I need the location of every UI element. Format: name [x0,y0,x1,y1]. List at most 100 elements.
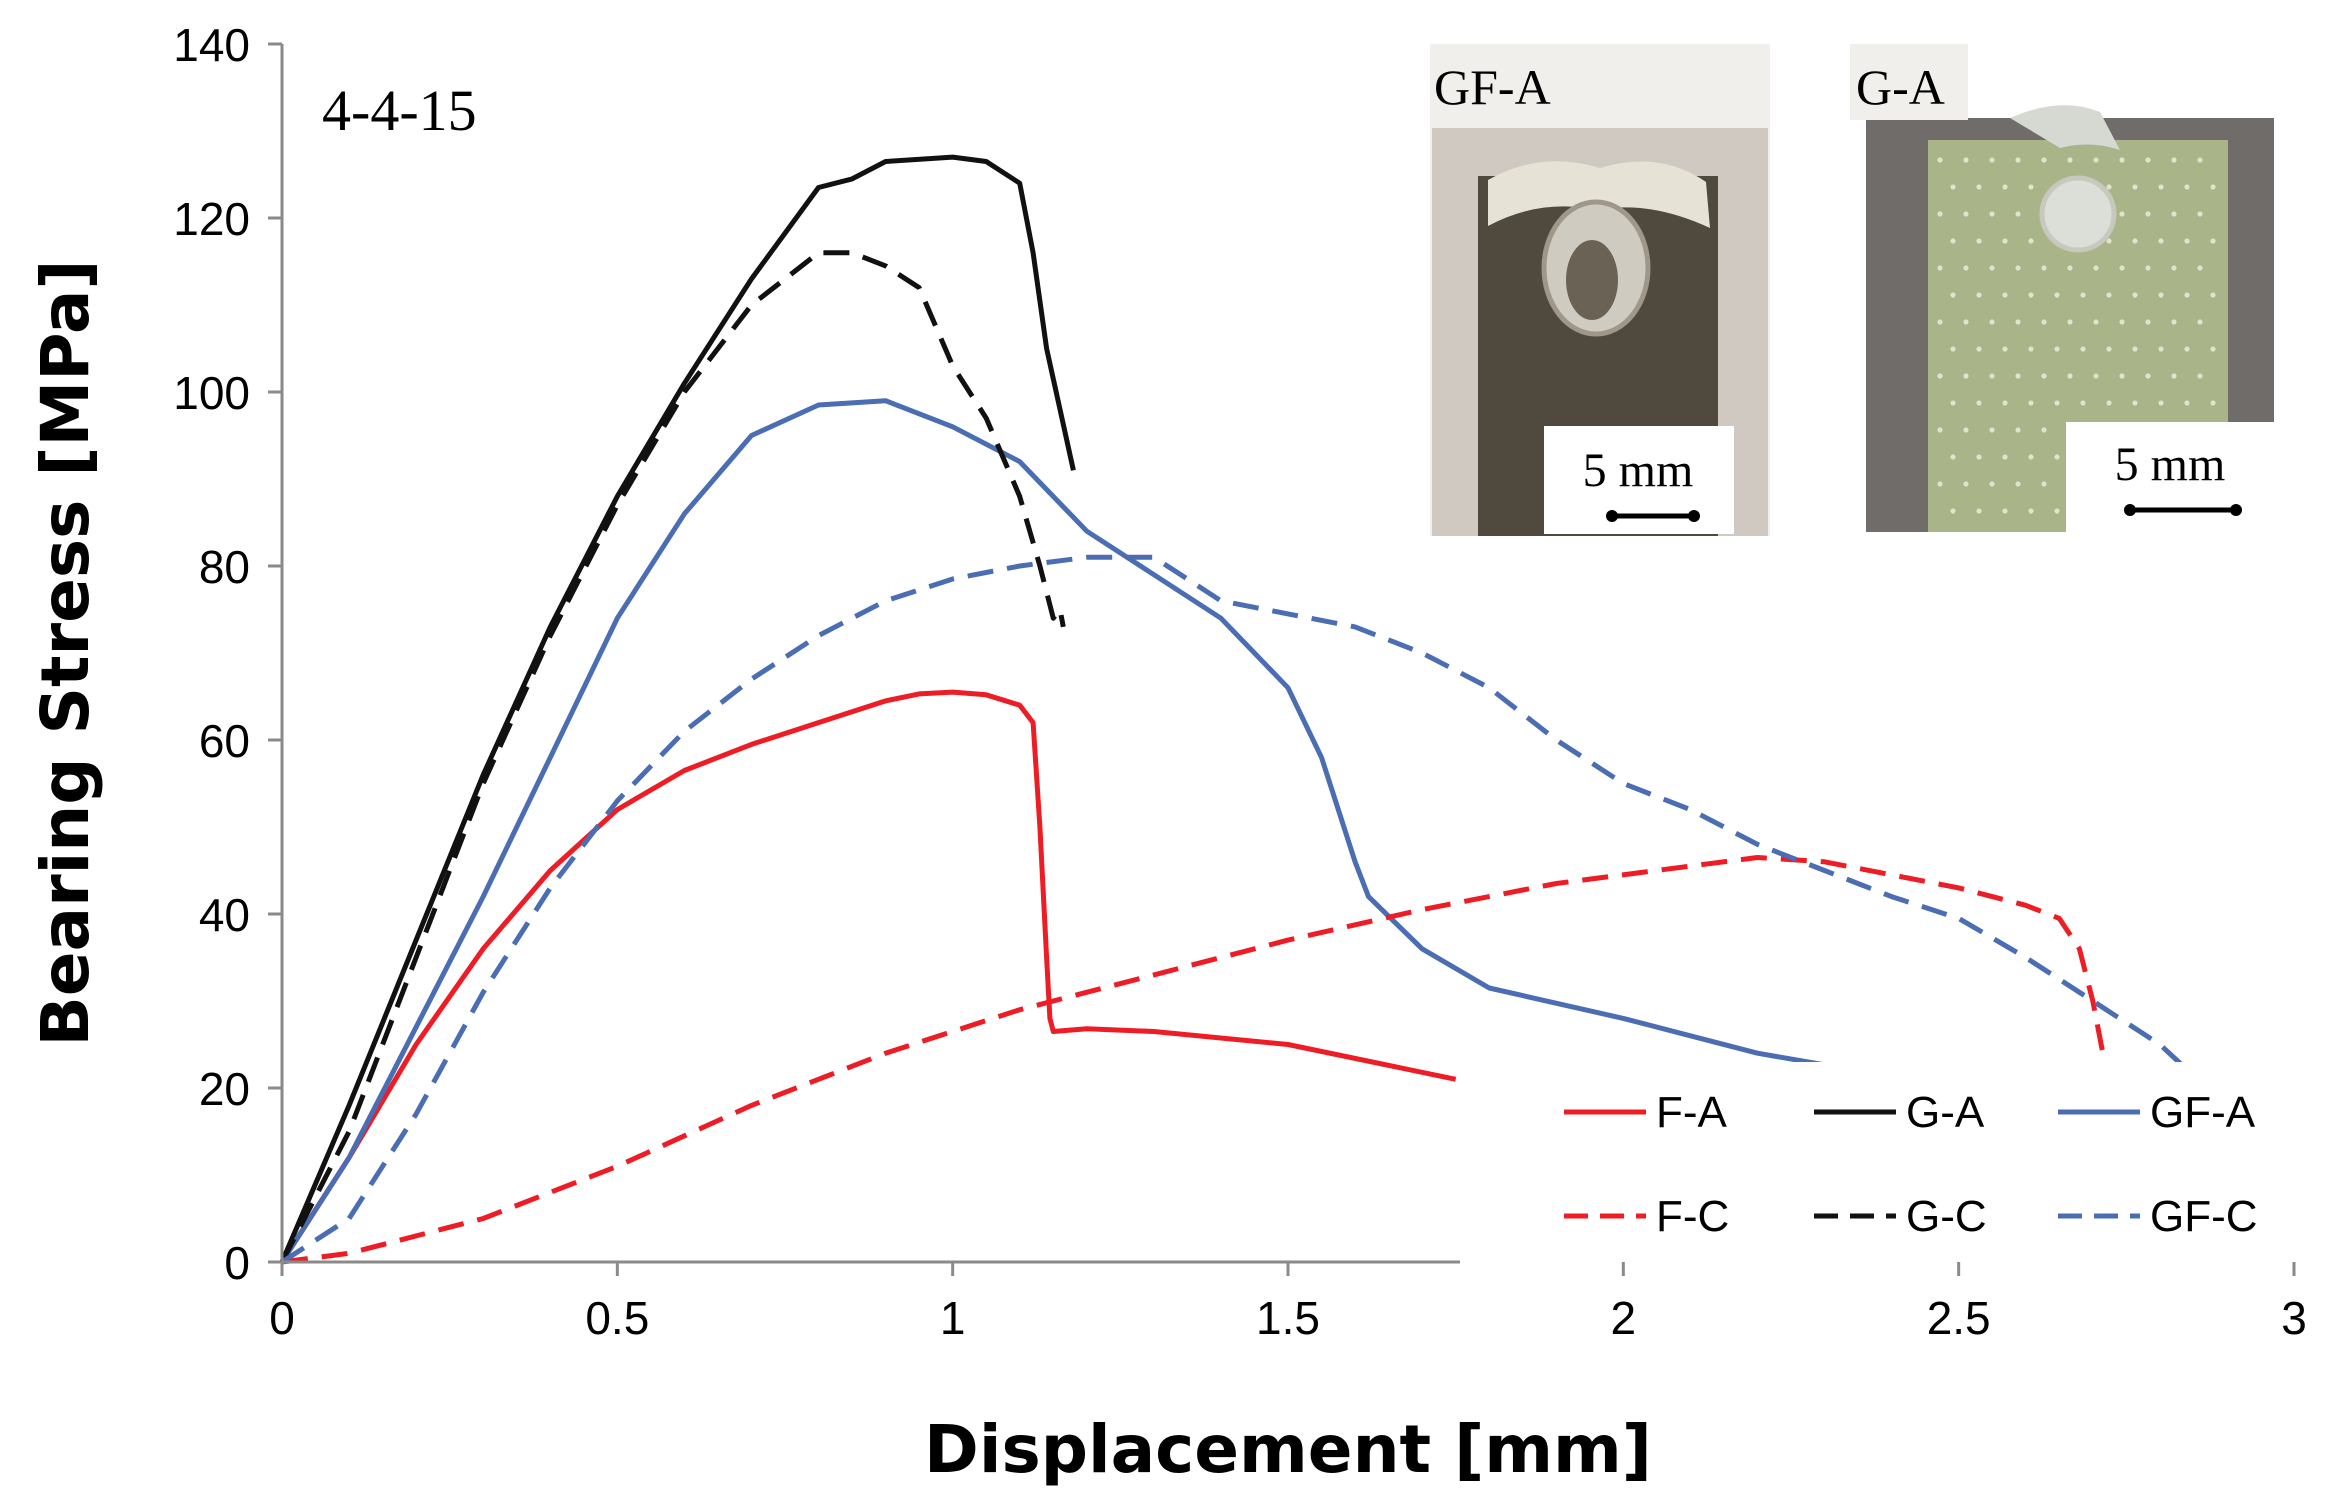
weave-dot [2067,157,2073,163]
weave-dot [2158,346,2164,352]
weave-dot [2028,292,2034,298]
hole-interior [1566,240,1618,320]
legend-box [1460,1062,2294,1258]
weave-dot [1976,400,1982,406]
weave-dot [2210,292,2216,298]
weave-dot [2054,292,2060,298]
weave-dot [2171,157,2177,163]
weave-dot [2184,400,2190,406]
weave-dot [2067,373,2073,379]
y-tick-label: 120 [173,193,250,245]
weave-dot [2119,157,2125,163]
weave-dot [2171,373,2177,379]
weave-dot [2184,238,2190,244]
weave-dot [2197,373,2203,379]
weave-dot [2093,265,2099,271]
weave-dot [2002,508,2008,514]
inset-gf-a: GF-A 5 mm [1430,44,1770,536]
series-line-gf-c [280,554,2209,1265]
y-tick-label: 20 [199,1063,250,1115]
weave-dot [1937,265,1943,271]
x-tick-label: 3 [2281,1292,2307,1344]
weave-dot [1963,157,1969,163]
weave-dot [2145,319,2151,325]
weave-dot [1989,319,1995,325]
weave-dot [2119,211,2125,217]
weave-dot [2145,265,2151,271]
legend-label-gf-a: GF-A [2150,1088,2256,1137]
weave-dot [2041,157,2047,163]
weave-dot [2119,319,2125,325]
weave-dot [1976,346,1982,352]
weave-dot [2041,427,2047,433]
weave-dot [2184,292,2190,298]
weave-dot [2002,346,2008,352]
weave-dot [1976,454,1982,460]
weave-dot [2197,211,2203,217]
weave-dot [2002,292,2008,298]
weave-dot [2106,346,2112,352]
weave-dot [2145,157,2151,163]
weave-dot [2171,211,2177,217]
weave-dot [2015,265,2021,271]
weave-dot [1963,211,1969,217]
weave-dot [2132,346,2138,352]
x-tick-label: 2.5 [1927,1292,1991,1344]
weave-dot [2132,292,2138,298]
weave-dot [2132,400,2138,406]
inset-g-a: G-A 5 mm [1850,44,2274,532]
series-line-gf-a [279,398,1859,1264]
weave-dot [2028,400,2034,406]
weave-dot [1950,508,1956,514]
weave-dot [2158,292,2164,298]
weave-dot [1989,157,1995,163]
weave-dot [2093,319,2099,325]
series-line-f-c [281,855,2109,1265]
weave-dot [2002,238,2008,244]
weave-dot [1989,265,1995,271]
weave-dot [2119,265,2125,271]
scale-text-gf-a: 5 mm [1583,444,1694,497]
weave-dot [1976,238,1982,244]
weave-dot [2002,400,2008,406]
legend-label-f-c: F-C [1656,1192,1729,1241]
y-axis-title: Bearing Stress [MPa] [27,259,104,1046]
damaged-edge [2010,105,2120,150]
y-tick-label: 60 [199,715,250,767]
weave-dot [2158,238,2164,244]
weave-dot [2106,238,2112,244]
weave-dot [2210,346,2216,352]
scale-text-g-a: 5 mm [2115,438,2226,491]
weave-dot [2041,319,2047,325]
weave-dot [2054,346,2060,352]
damaged-fibre-edge [1488,161,1710,228]
weave-dot [2002,454,2008,460]
scale-bar-end [1606,510,1618,522]
weave-dot [1950,454,1956,460]
x-tick-label: 2 [1611,1292,1637,1344]
weave-dot [1976,292,1982,298]
weave-dot [2054,400,2060,406]
y-tick-label: 80 [199,541,250,593]
weave-dot [2158,400,2164,406]
weave-dot [1950,292,1956,298]
weave-dot [2015,481,2021,487]
legend-label-g-c: G-C [1906,1192,1987,1241]
weave-dot [1950,238,1956,244]
weave-dot [2093,157,2099,163]
series-line-g-c [279,250,1066,1264]
series-line-f-a [279,689,1457,1264]
weave-dot [2015,427,2021,433]
scale-bar-end [2124,504,2136,516]
x-tick-label: 0.5 [585,1292,649,1344]
weave-dot [2106,184,2112,190]
y-tick-label: 100 [173,367,250,419]
weave-dot [1937,211,1943,217]
weave-dot [1937,157,1943,163]
weave-dot [2028,508,2034,514]
weave-dot [2210,184,2216,190]
plot-area [279,154,2209,1265]
weave-dot [2054,508,2060,514]
scale-bar-end [2230,504,2242,516]
